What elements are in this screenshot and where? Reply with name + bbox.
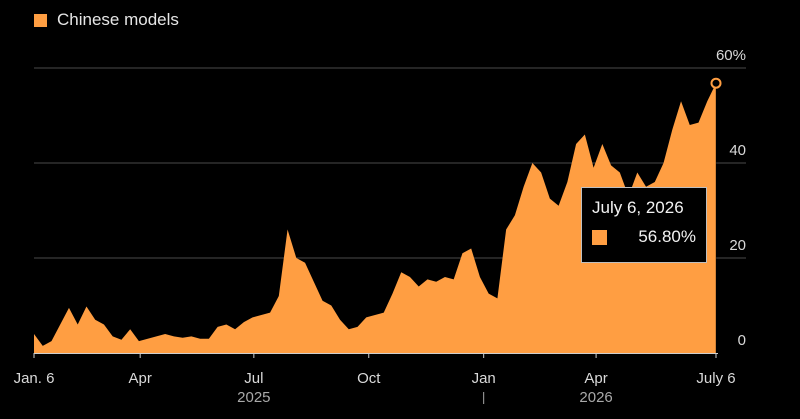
legend-label: Chinese models: [57, 10, 179, 29]
y-tick-label-60: 60%: [716, 47, 746, 64]
x-tick-label-2: Jul: [244, 370, 263, 387]
axes: 60% 40 20 0 Jan. 6 Apr Jul Oct Jan Apr July 6 2025 2…: [14, 47, 746, 406]
y-tick-label-0: 0: [738, 332, 746, 349]
tooltip: July 6, 2026 56.80%: [581, 187, 707, 263]
highlight-marker: [710, 77, 722, 353]
x-tick-label-3: Oct: [357, 370, 381, 387]
tooltip-value: 56.80%: [638, 227, 696, 246]
y-tick-label-40: 40: [729, 142, 746, 159]
highlight-point: [710, 77, 722, 89]
x-tick-label-4: Jan: [472, 370, 496, 387]
y-tick-label-20: 20: [729, 237, 746, 254]
x-tick-label-1: Apr: [129, 370, 152, 387]
x-tick-label-0: Jan. 6: [14, 370, 55, 387]
series-area-chinese-models: [34, 83, 716, 353]
x-tick-label-6: July 6: [696, 370, 735, 387]
tooltip-date: July 6, 2026: [592, 198, 684, 217]
legend-swatch: [34, 13, 47, 27]
tooltip-swatch: [592, 229, 607, 245]
year-label-2026: 2026: [579, 389, 612, 406]
tooltip-row: 56.80%: [592, 227, 696, 247]
legend: Chinese models: [34, 10, 179, 30]
series-area: [34, 83, 716, 353]
year-label-2025: 2025: [237, 389, 270, 406]
x-tick-label-5: Apr: [584, 370, 607, 387]
